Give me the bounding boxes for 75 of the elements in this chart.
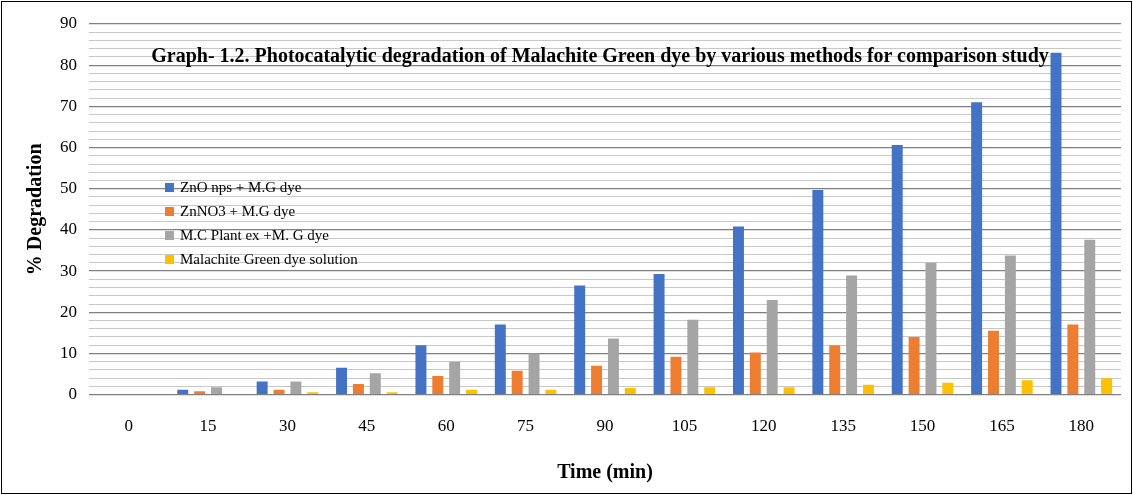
x-tick-label: 30	[278, 416, 296, 436]
bar	[925, 262, 937, 394]
y-tick-label: 10	[60, 342, 77, 362]
bar	[545, 389, 557, 394]
bar	[1067, 324, 1079, 394]
x-tick-label: 180	[1068, 416, 1095, 436]
bar	[449, 361, 461, 394]
x-axis-title: Time (min)	[557, 460, 653, 484]
bar	[624, 388, 636, 394]
x-tick-label: 0	[124, 416, 133, 436]
text: Graph- 1.2. Photocatalytic degradation of Malachite Green dye by various methods for comparison study	[150, 43, 1050, 69]
y-tick-label: 90	[60, 13, 77, 33]
bar	[256, 381, 268, 394]
bar	[829, 345, 841, 394]
bar	[591, 365, 603, 394]
bar	[528, 353, 540, 394]
bar	[704, 387, 716, 394]
bar	[607, 338, 619, 394]
bar	[177, 389, 189, 394]
bar	[687, 319, 699, 394]
bar	[891, 145, 903, 394]
legend-label: ZnO nps + M.G dye	[180, 178, 302, 197]
bar	[1021, 380, 1033, 394]
y-tick-label: 60	[60, 137, 77, 156]
x-tick-label: 105	[671, 416, 698, 436]
x-tick-label: 90	[596, 416, 614, 436]
bar	[336, 367, 348, 394]
bar	[812, 189, 824, 394]
bar	[670, 356, 682, 394]
y-tick-label: 0	[68, 384, 77, 404]
bar	[862, 384, 874, 394]
y-tick-label: 20	[60, 301, 77, 321]
legend-label: M.C Plant ex +M. G dye	[180, 226, 329, 245]
bar	[1004, 255, 1016, 394]
bar	[273, 389, 285, 394]
x-tick-label: 75	[517, 416, 535, 436]
x-tick-label: 15	[199, 416, 217, 436]
bar	[466, 389, 478, 394]
y-tick-label: 80	[60, 54, 77, 74]
bar	[1050, 52, 1062, 394]
bar	[290, 381, 302, 394]
bar	[432, 376, 444, 394]
bar	[1101, 378, 1113, 394]
legend-label: Malachite Green dye solution	[180, 250, 358, 269]
bar	[211, 387, 222, 394]
bar	[783, 387, 795, 394]
bar	[574, 285, 586, 394]
bar	[653, 273, 665, 394]
y-tick-label: 30	[60, 260, 77, 280]
bar	[749, 352, 761, 394]
x-tick-label: 135	[830, 416, 856, 436]
bar	[732, 226, 744, 394]
bar	[846, 275, 858, 394]
bar	[494, 324, 506, 394]
y-tick-label: 40	[60, 219, 77, 239]
bar	[415, 345, 427, 394]
legend-label: ZnNO3 + M.G dye	[180, 202, 296, 221]
bar	[988, 330, 999, 394]
x-tick-label: 165	[989, 416, 1015, 436]
bar	[942, 382, 954, 394]
x-tick-label: 45	[358, 416, 376, 436]
x-tick-label: 60	[437, 416, 455, 436]
x-tick-label: 120	[751, 416, 777, 436]
x-tick-label: 150	[909, 416, 936, 436]
bar	[511, 370, 523, 394]
y-axis-title: % Degradation	[23, 143, 47, 276]
bar	[352, 383, 364, 394]
bar	[1084, 239, 1096, 394]
bar	[194, 391, 206, 394]
bar	[908, 336, 920, 394]
bar	[369, 373, 381, 394]
y-tick-label: 50	[60, 178, 77, 198]
bar	[766, 299, 778, 394]
bar	[971, 102, 983, 394]
y-tick-label: 70	[60, 95, 77, 115]
